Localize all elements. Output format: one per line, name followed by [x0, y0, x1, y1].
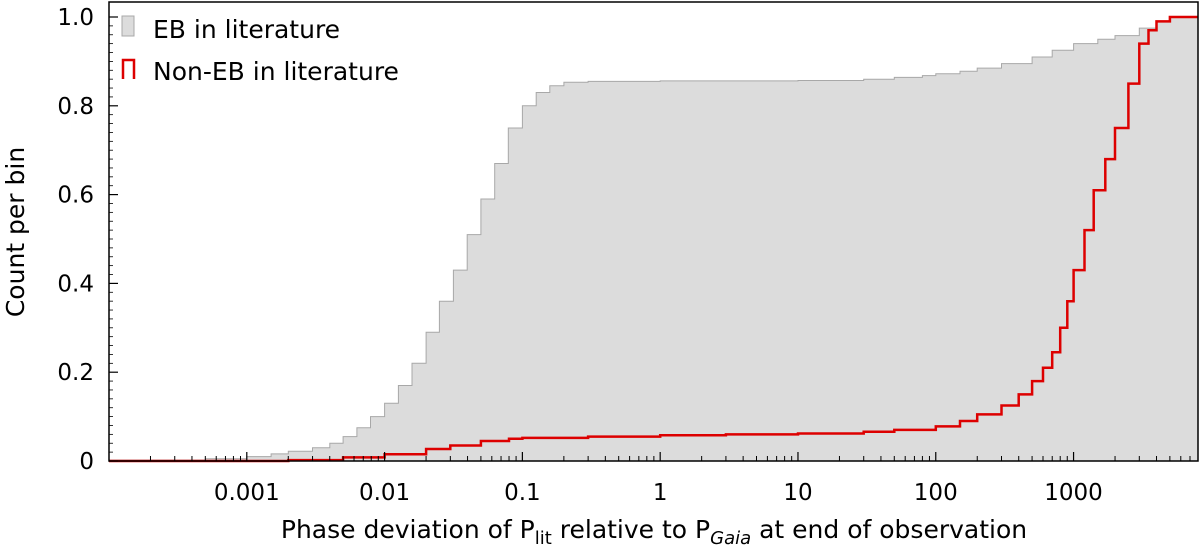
- series-eb-in-literature: [108, 16, 1199, 462]
- legend-label-non-eb: Non-EB in literature: [153, 57, 399, 86]
- x-tick-label: 10: [783, 480, 812, 506]
- tick-layer: 0.001 0.01 0.1 1 10 100 1000 0 0.2 0.4 0.6 0.8 1.0: [57, 5, 1199, 506]
- x-axis-label-suffix: at end of observation: [751, 515, 1027, 544]
- y-tick-label: 1.0: [57, 5, 94, 31]
- legend-swatch-eb: [121, 15, 135, 37]
- x-tick-label: 0.001: [214, 480, 280, 506]
- x-tick-label: 1: [653, 480, 668, 506]
- x-axis-label: Phase deviation of Plit relative to PGai…: [281, 515, 1027, 549]
- y-tick-label: 0.8: [57, 94, 94, 120]
- y-tick-label: 0.2: [57, 360, 94, 386]
- x-axis-label-sub-gaia: Gaia: [710, 528, 751, 549]
- legend: EB in literature Non-EB in literature: [121, 15, 399, 86]
- y-tick-label: 0.4: [57, 271, 94, 297]
- x-axis-label-prefix: Phase deviation of P: [281, 515, 535, 544]
- x-tick-label: 100: [914, 480, 958, 506]
- x-axis-label-middle: relative to P: [552, 515, 710, 544]
- series-non-eb-in-literature: [109, 15, 1198, 463]
- legend-swatch-non-eb: [121, 58, 136, 79]
- x-tick-label: 0.01: [359, 480, 410, 506]
- x-tick-label: 0.1: [504, 480, 541, 506]
- y-tick-label: 0.6: [57, 183, 94, 209]
- y-tick-label: 0: [79, 449, 94, 475]
- plot-area: [108, 15, 1199, 463]
- x-tick-label: 1000: [1044, 480, 1103, 506]
- x-axis-label-sub-lit: lit: [535, 528, 552, 549]
- y-axis-label: Count per bin: [1, 147, 30, 317]
- legend-label-eb: EB in literature: [153, 15, 340, 44]
- plot-frame: [108, 1, 1199, 462]
